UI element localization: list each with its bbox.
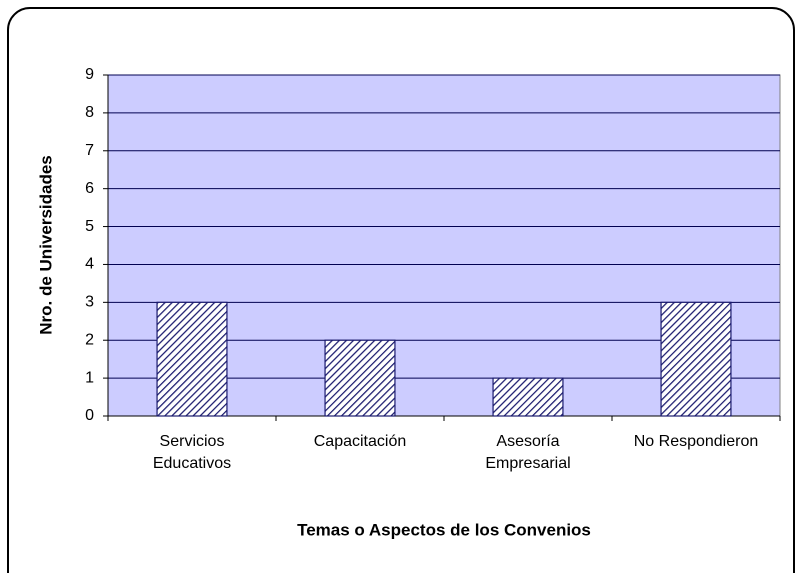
y-tick-label: 0 [85,407,94,424]
bar [660,301,732,417]
frame [7,7,795,573]
y-axis-title: Nro. de Universidades [36,155,55,335]
x-tick-label: No Respondieron [633,433,759,450]
y-tick-label: 5 [85,218,94,235]
y-tick-label: 7 [85,142,94,159]
bar [324,339,396,417]
y-tick-label: 4 [85,256,94,273]
x-tick-label: Asesoría Empresarial [485,433,571,472]
x-axis-title: Temas o Aspectos de los Convenios [297,520,591,539]
y-tick-label: 2 [85,331,94,348]
y-tick-label: 8 [85,104,94,121]
x-tick-label: Capacitación [313,433,407,450]
bar [492,377,564,417]
bar [156,301,228,417]
y-tick-label: 9 [85,66,94,83]
y-tick-label: 3 [85,294,94,311]
y-tick-label: 6 [85,180,94,197]
x-tick-label: Servicios Educativos [152,433,232,472]
y-tick-label: 1 [85,369,94,386]
